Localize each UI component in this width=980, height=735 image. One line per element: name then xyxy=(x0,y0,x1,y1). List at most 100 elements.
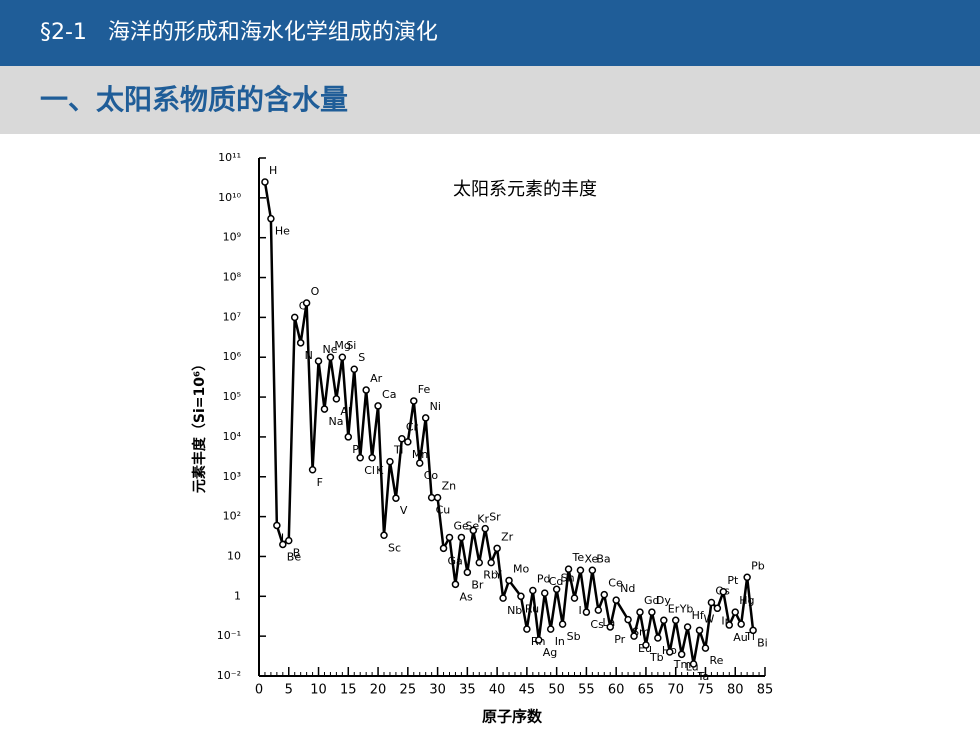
data-point xyxy=(540,589,549,597)
data-point xyxy=(689,660,698,668)
data-point xyxy=(314,357,323,365)
x-tick-label: 40 xyxy=(489,683,506,698)
header-title: §2-1 海洋的形成和海水化学组成的演化 xyxy=(0,0,980,66)
element-label: I xyxy=(579,604,582,617)
x-tick-label: 5 xyxy=(285,683,293,698)
data-point xyxy=(725,621,734,629)
x-tick-label: 20 xyxy=(370,683,387,698)
data-point xyxy=(648,608,656,616)
data-point xyxy=(624,615,632,624)
data-point xyxy=(737,620,745,628)
data-point xyxy=(564,565,573,573)
element-label: Sn xyxy=(561,571,575,584)
element-label: Cs xyxy=(590,618,604,631)
data-point xyxy=(273,521,281,530)
element-label: Xe xyxy=(584,552,598,565)
element-label: Ce xyxy=(608,577,623,590)
data-point xyxy=(356,454,364,462)
data-point xyxy=(588,566,597,575)
element-label: Na xyxy=(328,415,343,428)
x-tick-label: 80 xyxy=(727,683,744,698)
data-point xyxy=(570,594,579,602)
data-point xyxy=(677,650,686,659)
element-label: V xyxy=(400,504,408,517)
element-label: Ag xyxy=(543,646,558,659)
data-point xyxy=(558,620,567,628)
data-point xyxy=(302,299,311,307)
element-label: Tb xyxy=(649,651,664,664)
data-point xyxy=(469,526,478,535)
element-label: Si xyxy=(346,339,356,352)
y-tick-label: 10⁻² xyxy=(217,669,241,682)
y-tick-label: 10 xyxy=(227,549,241,562)
x-tick-label: 60 xyxy=(608,683,625,698)
data-point xyxy=(546,625,555,633)
data-point xyxy=(582,608,591,616)
data-point xyxy=(285,536,293,545)
element-label: Pd xyxy=(537,572,551,585)
element-label: Ir xyxy=(721,614,729,627)
element-label: B xyxy=(293,547,301,560)
data-point xyxy=(654,634,662,642)
data-point xyxy=(415,459,424,467)
data-point xyxy=(517,592,525,601)
data-point xyxy=(630,632,638,640)
data-point xyxy=(296,339,305,347)
element-label: Li xyxy=(281,531,290,544)
data-point xyxy=(475,558,484,567)
element-label: Zn xyxy=(442,480,457,493)
element-label: H xyxy=(269,164,277,177)
data-point xyxy=(523,625,531,633)
data-point xyxy=(594,606,603,614)
x-tick-label: 75 xyxy=(697,683,714,698)
element-label: In xyxy=(555,635,565,648)
data-point xyxy=(427,493,436,502)
element-label: Ca xyxy=(382,388,396,401)
data-point xyxy=(392,494,400,502)
x-tick-label: 85 xyxy=(757,683,774,698)
element-label: O xyxy=(311,285,320,298)
x-tick-label: 25 xyxy=(400,683,417,698)
y-tick-label: 10⁶ xyxy=(223,350,242,363)
data-point xyxy=(445,533,454,542)
x-tick-label: 30 xyxy=(429,683,446,698)
element-label: Br xyxy=(471,578,484,591)
data-point xyxy=(380,531,388,540)
element-label: Hf xyxy=(692,609,705,622)
y-tick-label: 10⁹ xyxy=(223,231,241,244)
element-label: Sb xyxy=(567,630,581,643)
data-point xyxy=(463,568,472,577)
element-label: Tl xyxy=(744,630,755,643)
data-point xyxy=(487,558,495,567)
data-point xyxy=(642,641,650,649)
data-point xyxy=(344,433,353,441)
element-label: Rb xyxy=(483,569,498,582)
x-axis-label: 原子序数 xyxy=(482,708,543,726)
y-tick-label: 10⁴ xyxy=(223,430,242,443)
data-point xyxy=(350,365,358,373)
element-label: Er xyxy=(668,602,680,615)
x-tick-label: 15 xyxy=(340,683,357,698)
element-label: Tm xyxy=(673,658,691,671)
element-label: Nd xyxy=(620,582,635,595)
x-tick-label: 35 xyxy=(459,683,476,698)
data-point xyxy=(636,608,644,616)
element-label: Re xyxy=(709,654,723,667)
y-tick-label: 10¹¹ xyxy=(218,151,241,164)
data-point xyxy=(481,524,489,533)
element-label: Ar xyxy=(370,372,383,385)
element-label: Ta xyxy=(697,670,710,683)
element-label: Sr xyxy=(489,511,501,524)
element-label: W xyxy=(704,612,715,625)
element-label: Ba xyxy=(596,552,610,565)
data-point xyxy=(612,596,620,604)
element-label: He xyxy=(275,225,290,238)
data-point xyxy=(308,466,317,474)
data-point xyxy=(457,533,466,542)
x-tick-label: 45 xyxy=(519,683,536,698)
data-point xyxy=(713,604,722,613)
data-point xyxy=(719,588,728,596)
y-tick-label: 10³ xyxy=(223,470,241,483)
data-point xyxy=(439,544,448,553)
